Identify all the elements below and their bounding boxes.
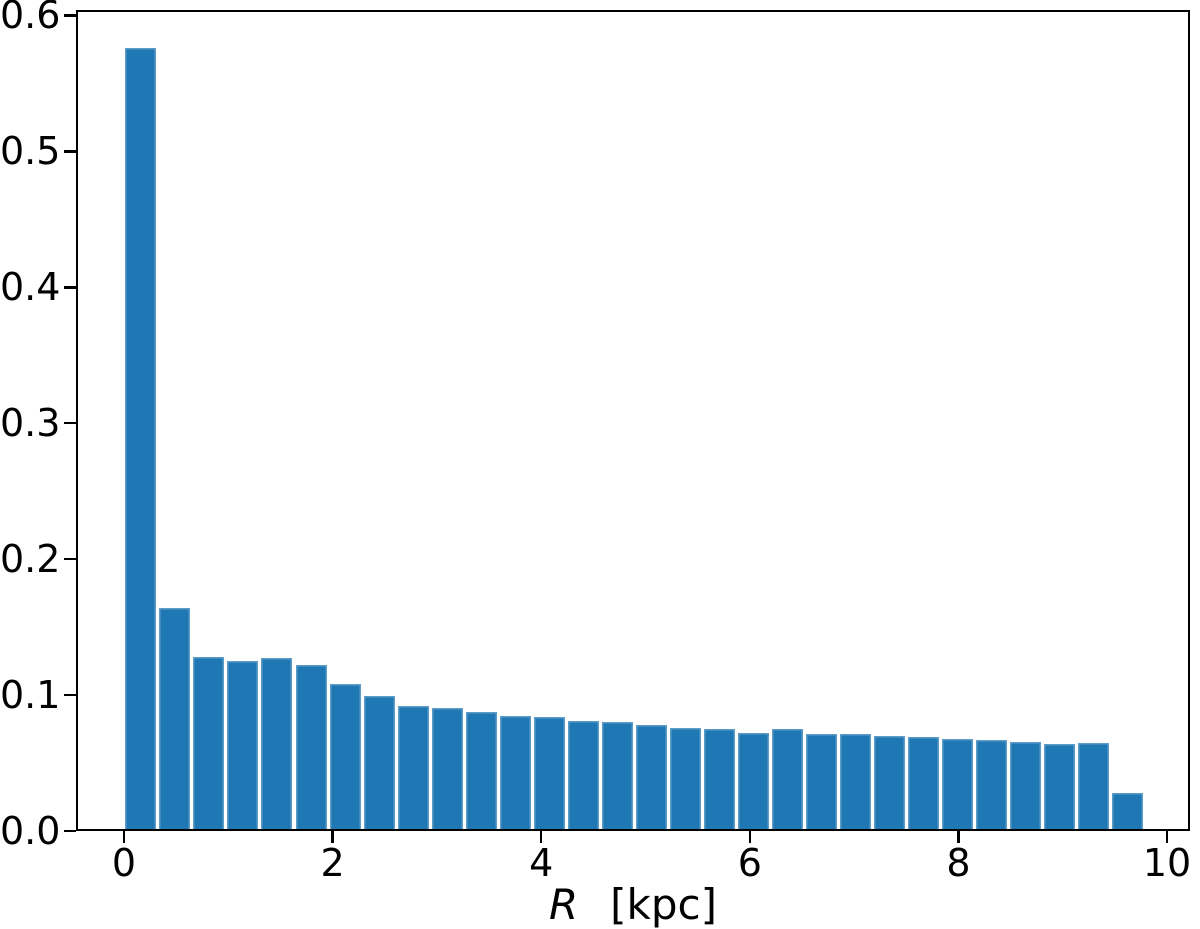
x-tick-label: 6: [737, 841, 762, 885]
histogram-bar: [601, 721, 633, 831]
histogram-bar: [397, 705, 429, 831]
y-tick-label: 0.1: [0, 673, 61, 718]
histogram-bar: [363, 696, 395, 831]
histogram-bar: [193, 657, 225, 831]
y-tick: [64, 557, 76, 561]
histogram-bar: [771, 729, 803, 831]
y-tick-label: 0.2: [0, 537, 61, 582]
y-tick: [64, 829, 76, 833]
histogram-bar: [1043, 744, 1075, 831]
y-tick-label: 0.3: [0, 401, 61, 446]
x-tick-label: 4: [529, 841, 554, 885]
histogram-bar: [975, 740, 1007, 831]
histogram-bar: [465, 712, 497, 831]
x-tick-label: 2: [320, 841, 345, 885]
y-tick: [64, 421, 76, 425]
histogram-bar: [737, 732, 769, 831]
y-tick: [64, 693, 76, 697]
histogram-bar: [873, 735, 905, 831]
y-tick: [64, 150, 76, 153]
histogram-bar: [533, 717, 565, 831]
histogram-bar: [839, 733, 871, 831]
histogram-bar: [159, 608, 191, 831]
y-tick-label: 0.6: [0, 0, 61, 38]
y-tick: [64, 286, 76, 289]
histogram-bar: [431, 707, 463, 831]
x-tick-label: 8: [946, 841, 971, 885]
histogram-bar: [499, 716, 531, 831]
x-tick: [122, 831, 126, 843]
histogram-bar: [1009, 742, 1041, 831]
histogram-bar: [227, 661, 259, 831]
histogram-bar: [125, 48, 157, 831]
x-tick-label: 10: [1142, 841, 1192, 885]
y-tick-label: 0.5: [0, 129, 61, 174]
histogram-bar: [295, 665, 327, 831]
x-tick: [539, 831, 543, 843]
x-tick-label: 0: [111, 841, 137, 885]
histogram-bar: [941, 739, 973, 831]
histogram-bar: [1077, 743, 1109, 831]
histogram-bar: [635, 725, 667, 831]
x-tick: [748, 831, 752, 843]
y-tick: [64, 14, 76, 17]
histogram-bar: [329, 684, 361, 831]
histogram-bar: [567, 720, 599, 831]
y-tick-label: 0.4: [0, 265, 61, 310]
x-tick: [957, 831, 960, 843]
x-axis-label-unit: [kpc]: [610, 880, 718, 929]
histogram-bar: [1111, 793, 1143, 831]
x-axis-label: R [kpc]: [549, 880, 717, 929]
x-axis-label-symbol: R: [548, 880, 579, 929]
x-tick: [1165, 831, 1169, 843]
histogram-bar: [703, 728, 735, 831]
histogram-bar: [907, 737, 939, 831]
histogram-bar: [669, 727, 701, 831]
x-tick: [331, 831, 334, 843]
histogram-bar: [261, 658, 293, 831]
y-tick-label: 0.0: [0, 809, 61, 853]
histogram-bar: [805, 734, 837, 831]
